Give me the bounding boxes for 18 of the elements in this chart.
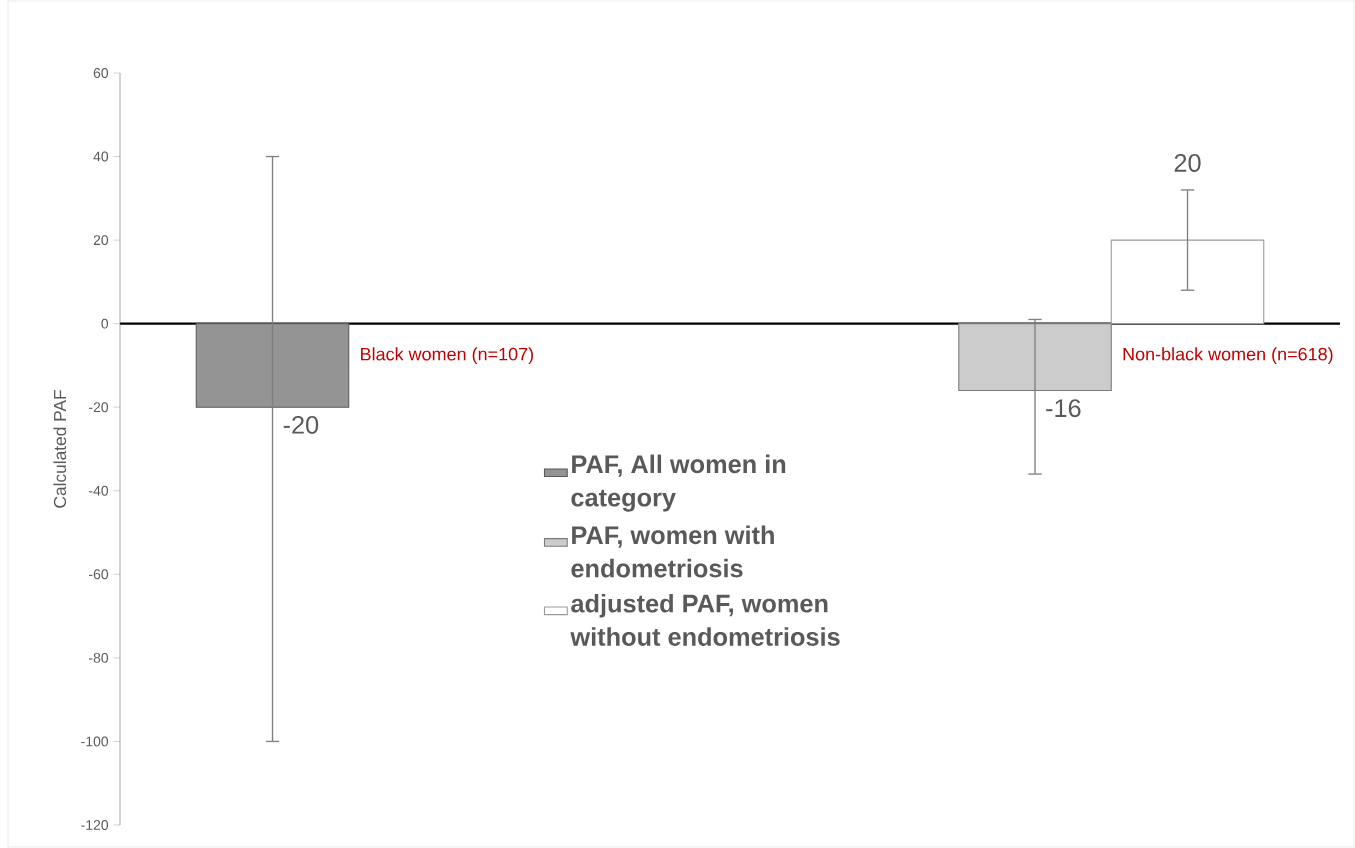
- data-label: -20: [283, 415, 319, 434]
- y-tick-label: 0: [101, 318, 109, 329]
- y-tick-label: 20: [93, 235, 109, 246]
- y-tick-label: -80: [89, 652, 109, 663]
- legend-label: PAF, All women in category: [571, 454, 786, 512]
- y-tick-label: 40: [93, 151, 109, 162]
- data-label: 20: [1174, 153, 1201, 172]
- y-axis-title: Calculated PAF: [53, 390, 67, 508]
- legend-label: adjusted PAF, women without endometriosis: [570, 593, 840, 646]
- y-tick-label: -60: [89, 569, 109, 580]
- y-tick-label: 60: [93, 68, 109, 78]
- y-tick-label: -120: [81, 820, 109, 830]
- x-tick-label: Non-black women (n=618): [1123, 347, 1333, 365]
- y-tick-label: -100: [81, 736, 109, 747]
- y-tick-label: -20: [89, 402, 109, 413]
- data-label: -16: [1046, 399, 1081, 418]
- y-tick-label: -40: [89, 485, 109, 496]
- x-tick-label: Black women (n=107): [361, 347, 533, 365]
